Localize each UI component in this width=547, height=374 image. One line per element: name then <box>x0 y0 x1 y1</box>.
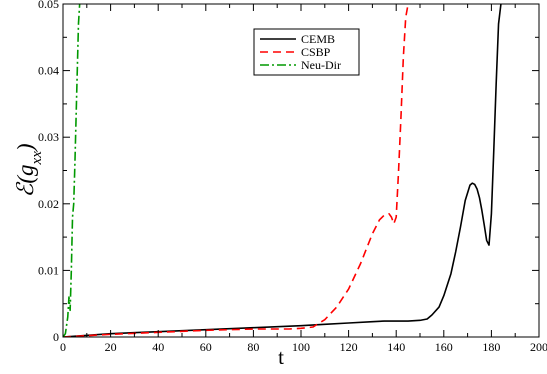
legend-label-cemb: CEMB <box>301 32 335 46</box>
x-tick-label: 0 <box>60 340 66 354</box>
series-layer <box>63 4 502 337</box>
y-tick-label: 0.01 <box>38 263 59 277</box>
legend-box <box>253 28 360 76</box>
x-axis-title: t <box>278 345 284 369</box>
labels-layer: 0 20 40 60 80 100 120 140 160 180 200 0 0.01 0.02 0.03… <box>13 0 547 369</box>
x-tick-label: 100 <box>292 340 310 354</box>
ticks-layer <box>62 3 540 338</box>
legend-label-neu-dir: Neu-Dir <box>301 58 341 72</box>
series-line-csbp <box>63 4 409 337</box>
y-tick-label: 0.04 <box>38 64 59 78</box>
x-tick-label: 200 <box>530 340 547 354</box>
y-tick-label: 0 <box>53 330 59 344</box>
x-tick-label: 120 <box>340 340 358 354</box>
x-tick-label: 40 <box>152 340 164 354</box>
x-tick-label: 20 <box>105 340 117 354</box>
y-tick-label: 0.02 <box>38 197 59 211</box>
y-axis-title: ℰ(gxx) <box>13 143 45 197</box>
legend-label-csbp: CSBP <box>301 45 331 59</box>
series-line-neu-dir <box>63 4 81 337</box>
y-tick-label: 0.03 <box>38 130 59 144</box>
x-tick-label: 80 <box>247 340 259 354</box>
x-tick-label: 60 <box>200 340 212 354</box>
y-tick-label: 0.05 <box>38 0 59 11</box>
x-tick-label: 160 <box>435 340 453 354</box>
x-tick-label: 180 <box>482 340 500 354</box>
x-tick-label: 140 <box>387 340 405 354</box>
